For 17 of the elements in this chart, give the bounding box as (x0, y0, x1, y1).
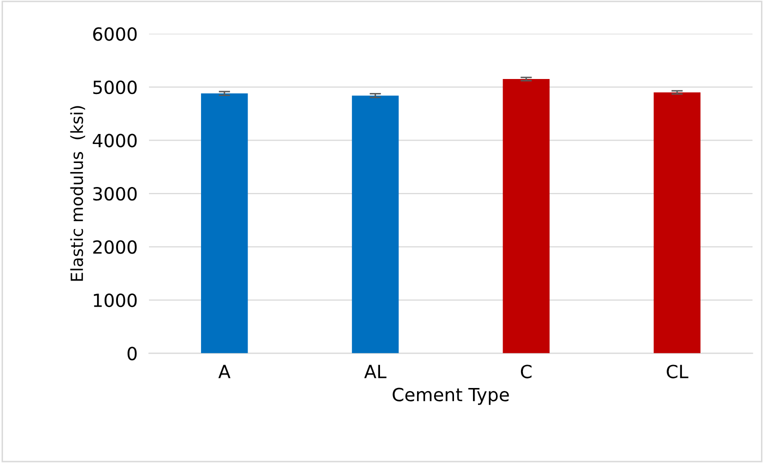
y-tick-label: 5000 (93, 80, 137, 94)
y-tick-label: 4000 (92, 134, 137, 148)
x-tick-label: AL (364, 364, 386, 378)
y-tick-label: 3000 (93, 186, 137, 201)
x-tick-label: C (520, 364, 532, 378)
x-tick-label: CL (666, 364, 688, 378)
x-tick-label: A (218, 364, 230, 378)
y-tick-label: 0 (128, 346, 137, 360)
y-axis-title: Elastic modulus (ksi) (70, 106, 86, 281)
x-axis-title: Cement Type (392, 388, 509, 405)
y-tick-label: 6000 (93, 27, 137, 41)
bar (201, 93, 248, 354)
y-tick-label: 1000 (94, 293, 137, 308)
y-tick-label: 2000 (93, 240, 137, 254)
bar (352, 96, 399, 354)
bar (654, 92, 700, 354)
bar (502, 79, 550, 354)
